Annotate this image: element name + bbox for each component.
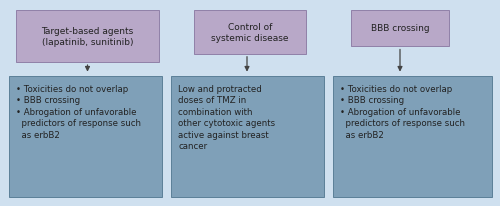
FancyBboxPatch shape — [171, 76, 324, 197]
Text: • Toxicities do not overlap
• BBB crossing
• Abrogation of unfavorable
  predict: • Toxicities do not overlap • BBB crossi… — [340, 84, 464, 139]
Text: Control of
systemic disease: Control of systemic disease — [211, 23, 289, 43]
Text: BBB crossing: BBB crossing — [370, 24, 430, 33]
Text: Low and protracted
doses of TMZ in
combination with
other cytotoxic agents
activ: Low and protracted doses of TMZ in combi… — [178, 84, 275, 150]
Text: • Toxicities do not overlap
• BBB crossing
• Abrogation of unfavorable
  predict: • Toxicities do not overlap • BBB crossi… — [16, 84, 141, 139]
FancyBboxPatch shape — [351, 11, 449, 46]
FancyBboxPatch shape — [16, 11, 159, 63]
FancyBboxPatch shape — [194, 11, 306, 55]
Text: Target-based agents
(lapatinib, sunitinib): Target-based agents (lapatinib, sunitini… — [42, 27, 134, 47]
FancyBboxPatch shape — [332, 76, 492, 197]
FancyBboxPatch shape — [9, 76, 162, 197]
